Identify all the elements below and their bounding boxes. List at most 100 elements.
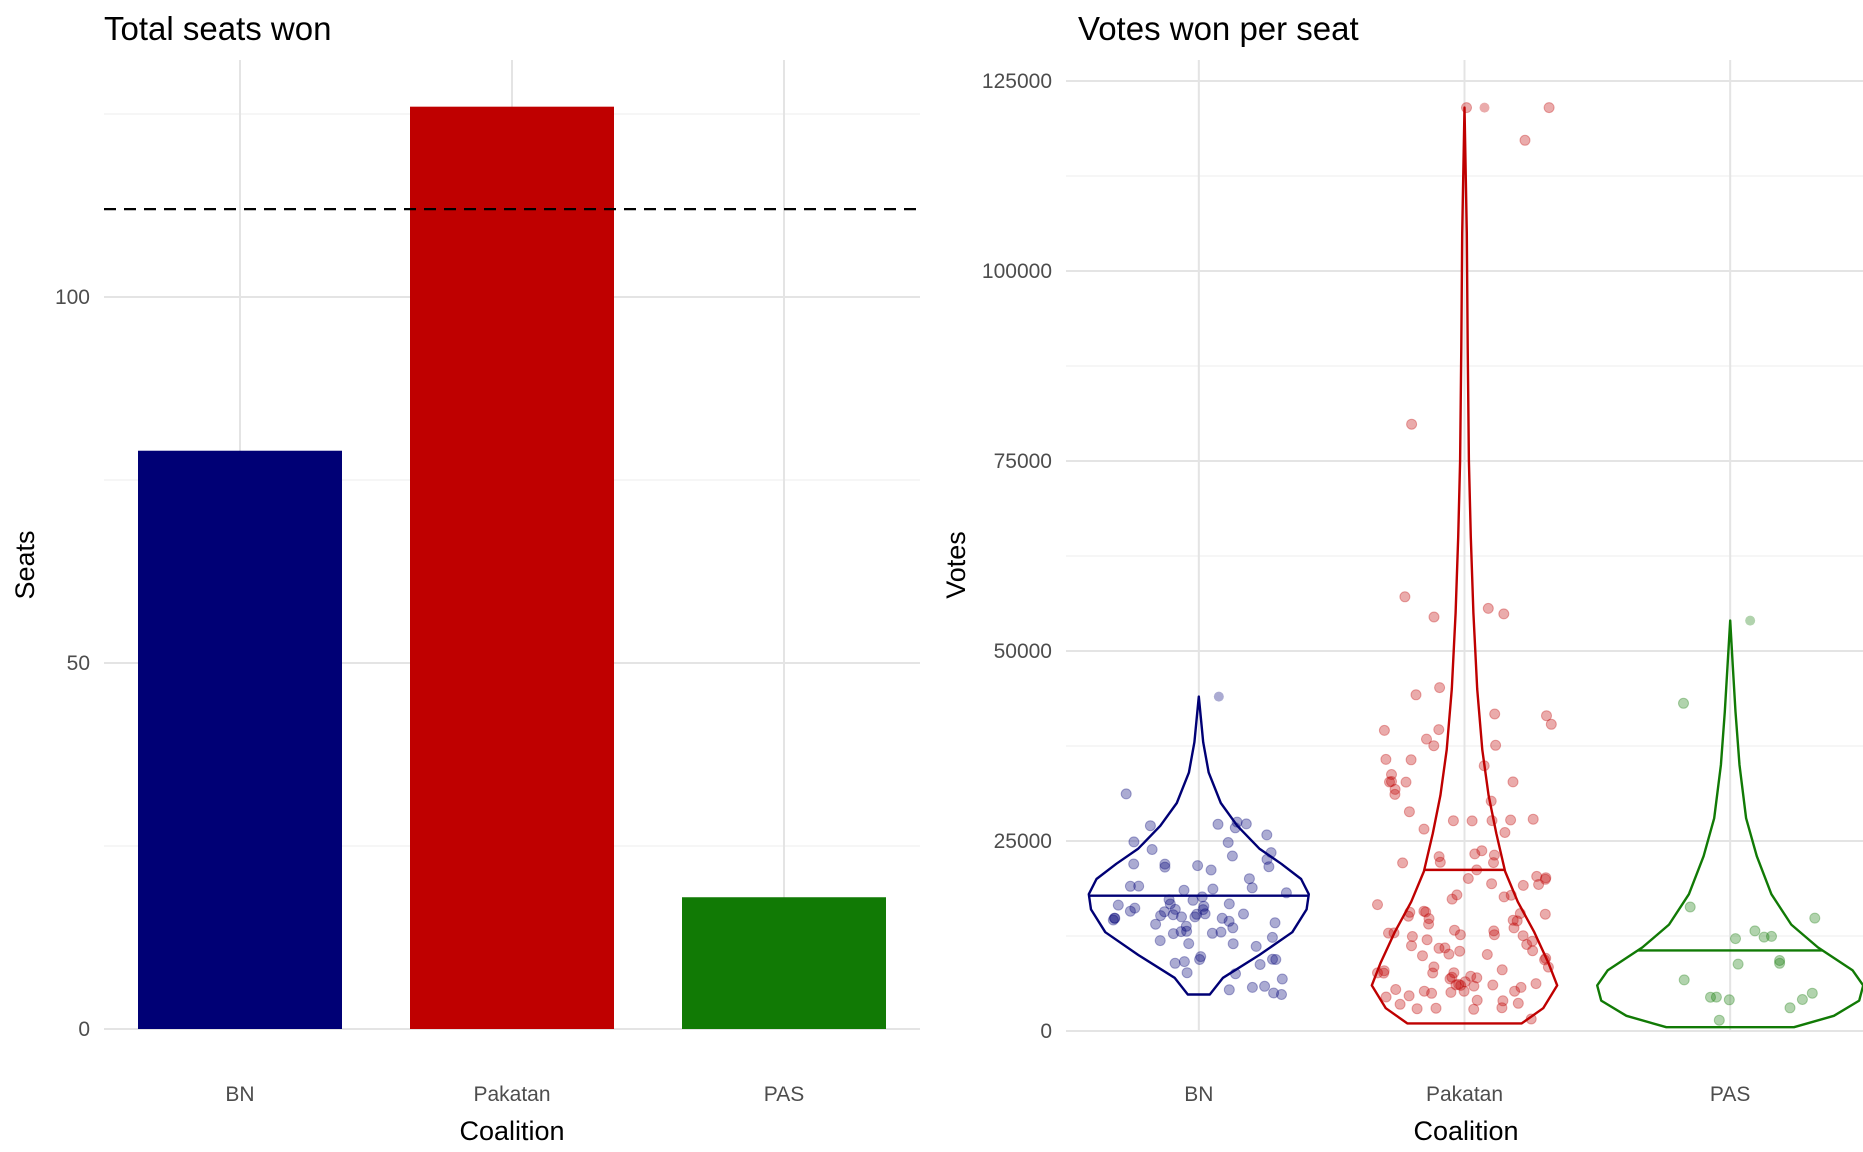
point-pas [1732,958,1744,970]
point-pakatan [1469,848,1481,860]
point-pas [1766,930,1777,942]
point-bn [1266,931,1278,943]
point-pakatan [1418,905,1430,917]
votes-y-tick-labels: 0 25000 50000 75000 100000 125000 [982,70,1052,1043]
point-pakatan [1505,814,1517,826]
point-bn [1191,908,1203,920]
point-pakatan [1515,981,1527,993]
point-bn [1144,820,1156,832]
point-pakatan [1380,991,1392,1003]
point-pakatan [1427,967,1439,979]
votes-panel: 0 25000 50000 75000 100000 125000 BN Pakatan PA… [941,10,1863,1146]
point-bn [1215,926,1227,938]
point-pakatan [1512,997,1524,1009]
point-pakatan [1447,815,1459,827]
point-pakatan [1428,961,1440,973]
point-pakatan [1517,930,1529,942]
point-pakatan [1545,718,1557,730]
point-pas [1774,955,1786,966]
point-bn [1128,836,1140,848]
point-bn [1129,902,1141,914]
point-pas [1784,1002,1796,1014]
point-bn [1124,905,1136,917]
point-pakatan [1430,1002,1442,1014]
point-bn [1199,908,1211,920]
point-bn [1169,903,1181,915]
point-pakatan [1445,986,1457,998]
point-pakatan [1507,776,1519,788]
point-bn [1189,911,1201,923]
bar-pas [682,897,886,1029]
seats-y-axis-title: Seats [10,530,40,599]
point-pakatan [1389,783,1401,795]
point-pakatan [1389,788,1401,800]
point-pakatan [1499,827,1511,838]
point-pakatan [1449,924,1460,936]
point-bn [1250,940,1262,952]
point-pakatan [1541,710,1552,722]
votes-y-tick: 25000 [994,830,1052,853]
point-pakatan [1471,994,1483,1006]
votes-jitter-points [1107,102,1821,1026]
point-bn [1261,829,1273,841]
seats-bars [138,106,886,1030]
point-pakatan [1406,418,1418,430]
point-pakatan [1511,915,1523,927]
votes-y-tick: 50000 [994,640,1052,663]
point-bn [1207,883,1219,895]
point-pakatan [1378,965,1390,977]
violin-pakatan [1370,106,1559,1025]
point-bn [1180,920,1192,932]
point-bn [1205,864,1217,876]
point-bn [1223,898,1235,910]
point-bn [1183,938,1195,950]
point-pakatan [1421,733,1432,745]
votes-x-tick-pakatan: Pakatan [1426,1083,1503,1106]
point-pakatan [1451,889,1463,901]
point-bn [1146,844,1158,855]
point-pakatan [1490,739,1502,751]
point-pakatan [1488,925,1500,937]
votes-x-axis-title: Coalition [1413,1116,1518,1146]
votes-y-axis-title: Votes [941,531,971,599]
point-bn [1124,880,1136,892]
point-pakatan [1378,967,1390,979]
point-bn [1267,953,1278,965]
point-bn [1120,788,1132,800]
point-bn [1246,882,1258,894]
point-pakatan [1410,689,1422,701]
point-pakatan [1418,823,1430,835]
point-bn [1198,900,1210,912]
point-pakatan [1406,940,1417,952]
point-bn [1155,910,1167,922]
point-bn [1154,935,1166,947]
point-bn [1212,818,1224,830]
votes-y-tick: 125000 [982,70,1052,93]
point-bn [1246,981,1258,993]
point-pakatan [1497,995,1509,1007]
point-bn [1197,904,1209,916]
point-bn [1270,954,1282,965]
votes-y-tick: 0 [1040,1020,1052,1043]
point-pakatan [1405,754,1417,766]
point-pakatan [1481,949,1493,960]
point-pas [1809,912,1821,924]
point-pakatan [1488,849,1500,861]
point-bn [1167,909,1179,921]
point-pakatan [1468,980,1480,992]
votes-chart-title: Votes won per seat [1078,10,1359,47]
point-bn [1227,922,1239,934]
seats-x-tick-pakatan: Pakatan [473,1083,550,1106]
seats-y-tick: 0 [78,1018,90,1041]
point-pakatan [1378,724,1390,736]
point-pakatan [1531,870,1543,882]
point-pakatan [1482,602,1494,614]
point-bn [1112,899,1124,911]
point-pakatan [1486,878,1498,890]
seats-x-tick-pas: PAS [764,1083,804,1106]
point-pakatan [1434,856,1446,868]
point-bn [1109,912,1120,924]
point-pakatan [1496,1002,1508,1014]
point-pas [1745,615,1756,626]
point-pakatan [1533,879,1545,890]
